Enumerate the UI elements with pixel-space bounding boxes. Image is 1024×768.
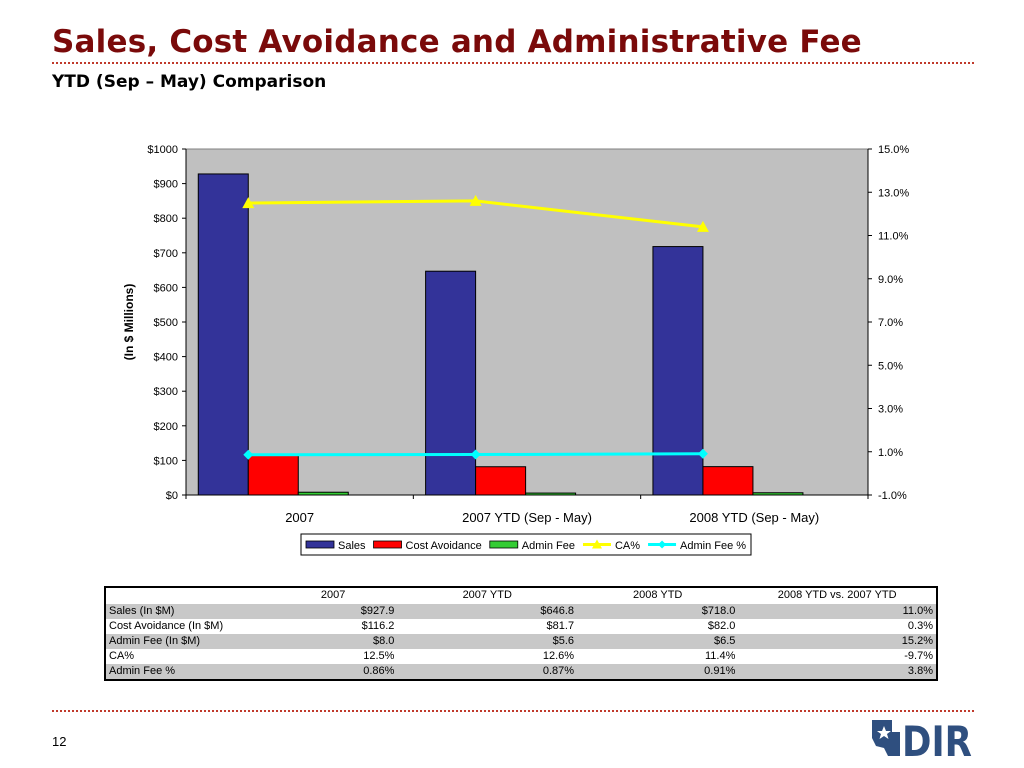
table-header-cell: 2007 [268, 587, 398, 604]
table-header-cell [105, 587, 269, 604]
y-tick-label-left: $400 [154, 352, 178, 364]
table-cell: 12.5% [268, 649, 398, 664]
table-row-label: Admin Fee % [105, 664, 269, 680]
table-cell: 3.8% [738, 664, 937, 680]
page-number: 12 [52, 734, 67, 749]
table-cell: $718.0 [577, 603, 739, 619]
table-cell: 0.3% [738, 619, 937, 634]
sales-chart: $0 $100 $200 $300 $400 $500 $600 $700 $800 $900 $1… [122, 144, 909, 556]
y-tick-label-right: 15.0% [878, 144, 909, 156]
table-row-label: Cost Avoidance (In $M) [105, 619, 269, 634]
legend-label-admin-fee-: Admin Fee % [680, 540, 746, 552]
table-row-label: CA% [105, 649, 269, 664]
y-tick-label-right: 9.0% [878, 274, 903, 286]
comparison-table: 2007 2007 YTD 2008 YTD 2008 YTD vs. 2007… [104, 586, 938, 681]
table-cell: $927.9 [268, 603, 398, 619]
legend-label-admin-fee: Admin Fee [522, 540, 575, 552]
table-cell: 0.91% [577, 664, 739, 680]
table-cell: $8.0 [268, 634, 398, 649]
table-cell: 0.87% [397, 664, 578, 680]
plot-area [185, 148, 869, 496]
table-row: Admin Fee % 0.86% 0.87% 0.91% 3.8% [105, 664, 937, 680]
legend-swatch-cost-avoidance [373, 540, 402, 549]
table-cell: 11.0% [738, 603, 937, 619]
legend [300, 533, 752, 556]
y-tick-label-right: 13.0% [878, 187, 909, 199]
table-cell: $646.8 [397, 603, 578, 619]
table-cell: $82.0 [577, 619, 739, 634]
table-header-cell: 2008 YTD vs. 2007 YTD [738, 587, 937, 604]
marker-admin-fee- [243, 449, 254, 460]
table-row: Admin Fee (In $M) $8.0 $5.6 $6.5 15.2% [105, 634, 937, 649]
x-tick-label: 2007 YTD (Sep - May) [462, 510, 592, 525]
y-tick-label-left: $800 [154, 213, 178, 225]
legend-marker-ca- [591, 539, 602, 549]
bar-sales [652, 246, 704, 496]
table-cell: $116.2 [268, 619, 398, 634]
y-tick-label-left: $700 [154, 248, 178, 260]
bar-sales [425, 270, 477, 496]
table-cell: 0.86% [268, 664, 398, 680]
y-tick-label-left: $500 [154, 317, 178, 329]
marker-admin-fee- [470, 449, 481, 460]
footer-divider [52, 710, 974, 712]
y-tick-label-right: 7.0% [878, 317, 903, 329]
y-tick-label-right: 11.0% [878, 231, 909, 243]
bar-sales [197, 173, 249, 496]
slide-subtitle: YTD (Sep – May) Comparison [52, 72, 327, 92]
y-tick-label-left: $1000 [147, 144, 178, 156]
table-cell: -9.7% [738, 649, 937, 664]
marker-ca- [242, 197, 255, 209]
dir-logo: DIR [872, 717, 972, 760]
title-divider [52, 62, 974, 64]
table-cell: 15.2% [738, 634, 937, 649]
marker-admin-fee- [697, 448, 708, 459]
table-header-cell: 2007 YTD [397, 587, 578, 604]
table-row: CA% 12.5% 12.6% 11.4% -9.7% [105, 649, 937, 664]
y-tick-label-left: $900 [154, 179, 178, 191]
y-tick-label-right: -1.0% [878, 490, 907, 502]
slide-title: Sales, Cost Avoidance and Administrative… [52, 24, 862, 60]
table-row-label: Admin Fee (In $M) [105, 634, 269, 649]
y-tick-label-left: $200 [154, 421, 178, 433]
marker-ca- [469, 194, 482, 206]
legend-swatch-sales [305, 540, 335, 549]
y-tick-label-right: 3.0% [878, 404, 903, 416]
legend-label-cost-avoidance: Cost Avoidance [406, 540, 482, 552]
y-tick-label-left: $0 [166, 490, 178, 502]
bar-cost-avoidance [247, 454, 299, 496]
legend-label-sales: Sales [338, 540, 366, 552]
table-row-label: Sales (In $M) [105, 603, 269, 619]
y-tick-label-left: $100 [154, 455, 178, 467]
table-row: Sales (In $M) $927.9 $646.8 $718.0 11.0% [105, 603, 937, 619]
bar-admin-fee [297, 491, 349, 496]
y-tick-label-left: $600 [154, 282, 178, 294]
table-header-cell: 2008 YTD [577, 587, 739, 604]
x-tick-label: 2008 YTD (Sep - May) [689, 510, 819, 525]
y-tick-label-left: $300 [154, 386, 178, 398]
bar-admin-fee [525, 492, 577, 496]
table-cell: $81.7 [397, 619, 578, 634]
y-axis-title: (In $ Millions) [122, 284, 136, 361]
legend-swatch-admin-fee [489, 540, 519, 549]
table-row: Cost Avoidance (In $M) $116.2 $81.7 $82.… [105, 619, 937, 634]
x-tick-label: 2007 [285, 510, 314, 525]
table-cell: $6.5 [577, 634, 739, 649]
logo-wordmark: DIR [902, 717, 972, 760]
table-cell: 11.4% [577, 649, 739, 664]
bar-cost-avoidance [702, 466, 754, 496]
marker-ca- [696, 220, 709, 232]
y-tick-label-right: 1.0% [878, 447, 903, 459]
bar-admin-fee [752, 492, 804, 496]
bar-cost-avoidance [475, 466, 527, 496]
table-header-row: 2007 2007 YTD 2008 YTD 2008 YTD vs. 2007… [105, 587, 937, 604]
legend-label-ca-: CA% [615, 540, 640, 552]
legend-marker-admin-fee- [658, 540, 667, 549]
table-cell: 12.6% [397, 649, 578, 664]
y-tick-label-right: 5.0% [878, 360, 903, 372]
texas-star-icon [872, 720, 900, 756]
table-cell: $5.6 [397, 634, 578, 649]
